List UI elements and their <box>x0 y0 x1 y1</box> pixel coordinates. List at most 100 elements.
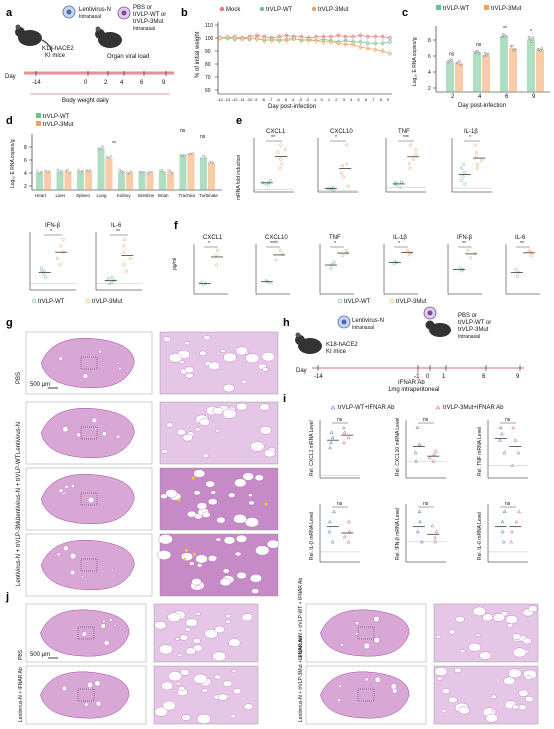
d-xtick-label: Intestine <box>138 193 156 198</box>
g-2-zoom-alveolus <box>242 472 254 481</box>
e-4-point <box>59 244 63 248</box>
c-xtick-label: 2 <box>451 94 455 100</box>
d-point <box>150 170 153 173</box>
b-ytick-label: 110 <box>205 23 213 29</box>
b-xtick-label: -14 <box>217 97 224 102</box>
f-1-title: CXCL10 <box>265 235 288 241</box>
d-point <box>163 171 166 174</box>
e-5-point <box>110 280 114 284</box>
b-legend-marker <box>219 6 225 12</box>
f-0-point <box>215 248 219 253</box>
i-3-point <box>346 519 351 524</box>
e-4-point <box>39 269 43 273</box>
i-0-point <box>342 430 347 435</box>
e-3-title: IL-1β <box>464 129 478 135</box>
g-3-zoom-arrow <box>183 557 187 561</box>
c-bar <box>509 48 517 92</box>
g-3-zoom-alveolus <box>255 545 270 556</box>
h-lenti: Lentivirus-N <box>352 318 384 324</box>
c-point <box>484 51 487 55</box>
j-2-zoom-alveolus <box>460 649 466 653</box>
g-0-zoom-alveolus <box>168 353 183 363</box>
i-3-sig: ns <box>337 501 343 507</box>
g-row-label: Lentivirus-N + trVLP-WT <box>16 454 22 520</box>
d-point <box>120 170 123 173</box>
d-bar <box>187 152 195 190</box>
j-2-lung-airway <box>373 637 380 644</box>
j-row-label: PBS <box>18 649 24 660</box>
j-1-zoom-alveolus <box>230 714 236 719</box>
f-5-point <box>515 274 519 278</box>
c-point <box>529 37 532 41</box>
c-point <box>477 52 481 55</box>
d-point <box>208 161 211 164</box>
f-3-point <box>405 248 410 253</box>
e-2-point <box>411 157 416 161</box>
e-1-point <box>339 171 343 175</box>
j-2-zoom-alveolus <box>472 606 486 616</box>
d-point <box>81 169 84 172</box>
virus-icon-2 <box>117 6 131 20</box>
i-4-point <box>434 529 439 534</box>
d-point <box>191 152 194 155</box>
d-point <box>101 145 104 148</box>
d-point <box>107 156 110 159</box>
c-legend-marker <box>484 5 489 10</box>
g-0-zoom-alveolus <box>235 346 248 356</box>
j-2-lung-airway <box>355 632 359 636</box>
g-2-zoom-alveolus <box>248 493 253 497</box>
j-3-zoom-alveolus <box>508 668 522 679</box>
b-xtick-label: 2 <box>335 97 338 102</box>
g-2-zoom-arrow <box>264 502 268 506</box>
g-1-zoom-alveolus <box>176 428 186 436</box>
g-3-zoom-alveolus <box>249 574 262 583</box>
j-1-zoom-alveolus <box>181 714 191 721</box>
g-2-lung-airway <box>71 484 75 488</box>
panel-i: trVLP-WT+IFNAR Ab trVLP-3Mut+IFNAR Ab ns R… <box>309 405 528 563</box>
j-3-zoom-alveolus <box>454 667 462 673</box>
g-2-zoom-alveolus <box>193 469 205 478</box>
i-0-point <box>346 435 351 440</box>
panel-h: Lentivirus-N Intranasal K18-hACE2 KI mic… <box>295 306 524 393</box>
d-point <box>38 172 41 176</box>
d-point <box>89 169 92 172</box>
b-line <box>220 35 391 39</box>
j-3-zoom-alveolus <box>503 676 516 686</box>
c-point <box>486 52 490 56</box>
f-2-sig: * <box>334 241 336 247</box>
i-1-sig: ns <box>423 417 429 423</box>
d-point <box>181 154 184 158</box>
c-point <box>513 49 517 52</box>
g-0-zoom-alveolus <box>223 352 237 363</box>
g-0-zoom-alveolus <box>163 336 171 342</box>
d-bar <box>64 171 72 190</box>
c-bar <box>500 36 508 92</box>
g-3-zoom-alveolus <box>196 563 203 568</box>
e-0-point <box>276 150 280 154</box>
e-0-title: CXCL1 <box>266 129 286 135</box>
g-1-zoom-alveolus <box>250 441 265 452</box>
j-3-lung-tissue <box>320 671 410 719</box>
j-1-lung-tissue <box>40 671 130 719</box>
panel-b: Mock trVLP-WT trVLP-3Mut 60708090100110-14… <box>195 6 392 110</box>
j-3-lung-airway <box>392 688 398 694</box>
g-0-lung-airway <box>58 356 63 361</box>
d-bar <box>208 163 215 190</box>
c-sig: * <box>530 29 532 35</box>
d-point <box>130 170 133 173</box>
a-day-label: 6 <box>140 80 144 86</box>
g-3-lung-airway <box>56 552 61 556</box>
j-0-zoom-alveolus <box>177 653 182 657</box>
c-sig: ns <box>476 42 482 48</box>
b-xtick-label: 7 <box>372 97 375 102</box>
g-2-zoom-alveolus <box>244 517 259 528</box>
d-point <box>179 154 183 157</box>
d-bar <box>138 172 146 190</box>
i-3-point <box>346 539 351 544</box>
d-point <box>66 168 69 171</box>
f-4-point <box>466 248 470 253</box>
c-xtick-label: 9 <box>532 94 536 100</box>
d-xtick-label: Liver <box>56 193 66 198</box>
i-4-point <box>415 529 420 534</box>
